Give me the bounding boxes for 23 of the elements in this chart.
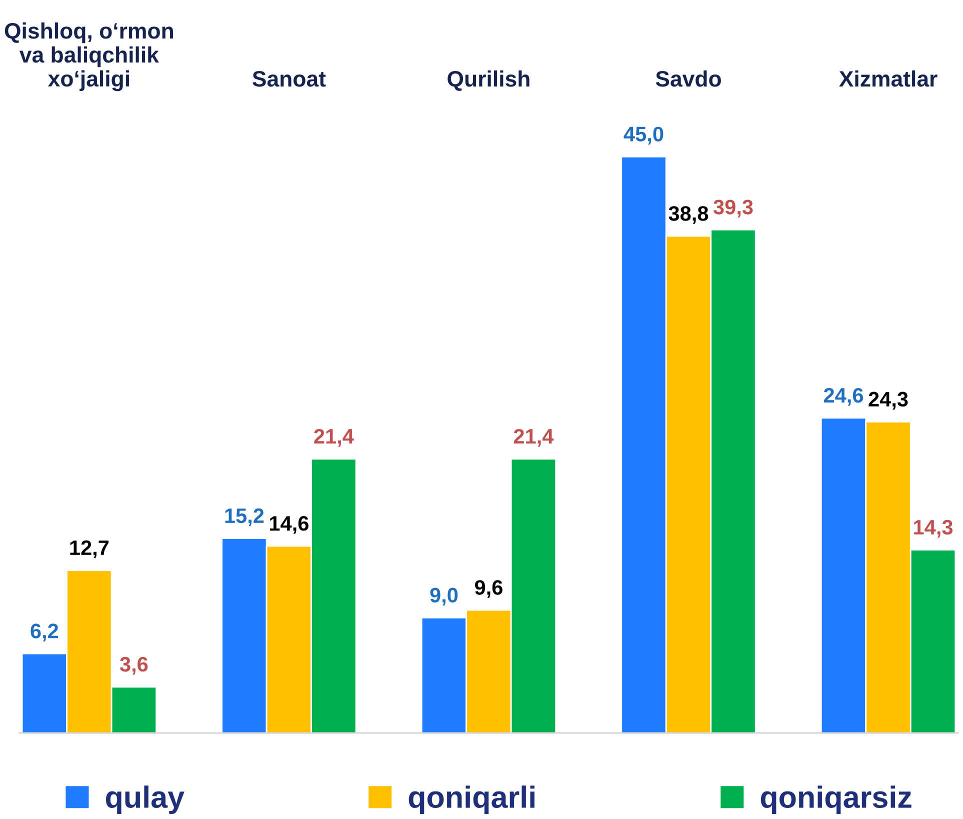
x-tick-label: Qishloq, o‘rmon va baliqchilik xo‘jaligi bbox=[4, 22, 173, 92]
data-label: 9,6 bbox=[474, 580, 502, 598]
x-tick-label: Sanoat bbox=[252, 70, 326, 87]
legend-label: qulay bbox=[106, 786, 184, 814]
data-label: 3,6 bbox=[120, 656, 148, 675]
data-label: 45,0 bbox=[624, 126, 664, 144]
data-label: 24,6 bbox=[824, 388, 864, 406]
x-tick-label: Xizmatlar bbox=[839, 70, 938, 87]
data-label: 12,7 bbox=[70, 540, 109, 558]
x-tick-label: Qurilish bbox=[448, 70, 530, 91]
data-label: 9,0 bbox=[430, 588, 458, 606]
data-label: 39,3 bbox=[713, 200, 753, 218]
x-tick-label: Savdo bbox=[656, 70, 721, 87]
data-label: 21,4 bbox=[314, 428, 354, 447]
data-label: 14,3 bbox=[914, 520, 953, 538]
data-label: 15,2 bbox=[225, 508, 264, 526]
data-label: 6,2 bbox=[30, 624, 58, 642]
data-label: 14,6 bbox=[270, 516, 308, 534]
legend-label: qoniqarsiz bbox=[760, 786, 912, 814]
legend-label: qoniqarli bbox=[408, 786, 534, 814]
data-label: 21,4 bbox=[514, 428, 554, 447]
data-label: 24,3 bbox=[868, 392, 908, 410]
data-label: 38,8 bbox=[668, 206, 708, 224]
